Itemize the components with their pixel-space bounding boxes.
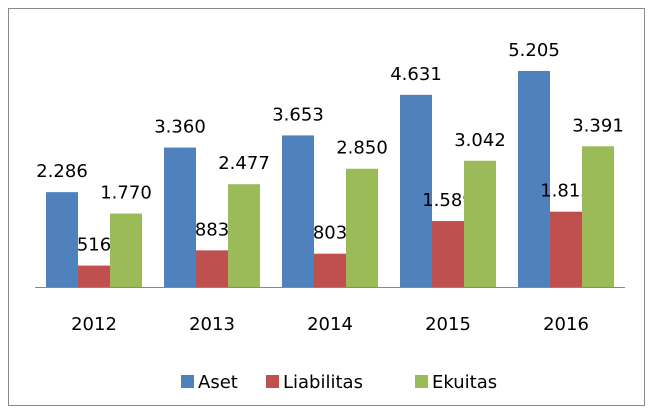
x-tick-label: 2014 [307,314,353,335]
legend-label: Ekuitas [432,372,497,393]
data-label: 3.360 [154,117,206,138]
data-label: 2.850 [336,138,388,159]
bar [78,265,110,287]
data-label: 516 [77,235,111,256]
data-label: 5.205 [508,40,560,61]
legend-swatch [266,375,279,388]
bar [314,253,346,287]
bar [228,184,260,287]
bar [400,94,432,287]
legend-label: Liabilitas [283,372,363,393]
bar [582,146,614,287]
x-tick-label: 2015 [425,314,471,335]
data-label: 4.631 [390,64,442,85]
data-label: 3.391 [572,115,624,136]
bar [110,213,142,287]
bar [346,168,378,287]
x-tick-label: 2013 [189,314,235,335]
bar [164,147,196,287]
bar [46,192,78,287]
bar [282,135,314,287]
legend-label: Aset [198,372,238,393]
bar [518,71,550,287]
data-label: 1.589 [422,190,474,211]
data-label: 2.286 [36,161,88,182]
data-label: 3.653 [272,104,324,125]
data-label: 1.770 [100,183,152,204]
data-label: 3.042 [454,130,506,151]
legend-swatch [181,375,194,388]
bar [464,160,496,287]
data-label: 883 [195,219,229,240]
x-tick-label: 2016 [543,314,589,335]
x-tick-label: 2012 [71,314,117,335]
bar [432,221,464,287]
data-label: 1.815 [540,181,592,202]
legend-swatch [415,375,428,388]
data-label: 803 [313,223,347,244]
data-label: 2.477 [218,153,270,174]
bar [196,250,228,287]
bar [550,211,582,287]
